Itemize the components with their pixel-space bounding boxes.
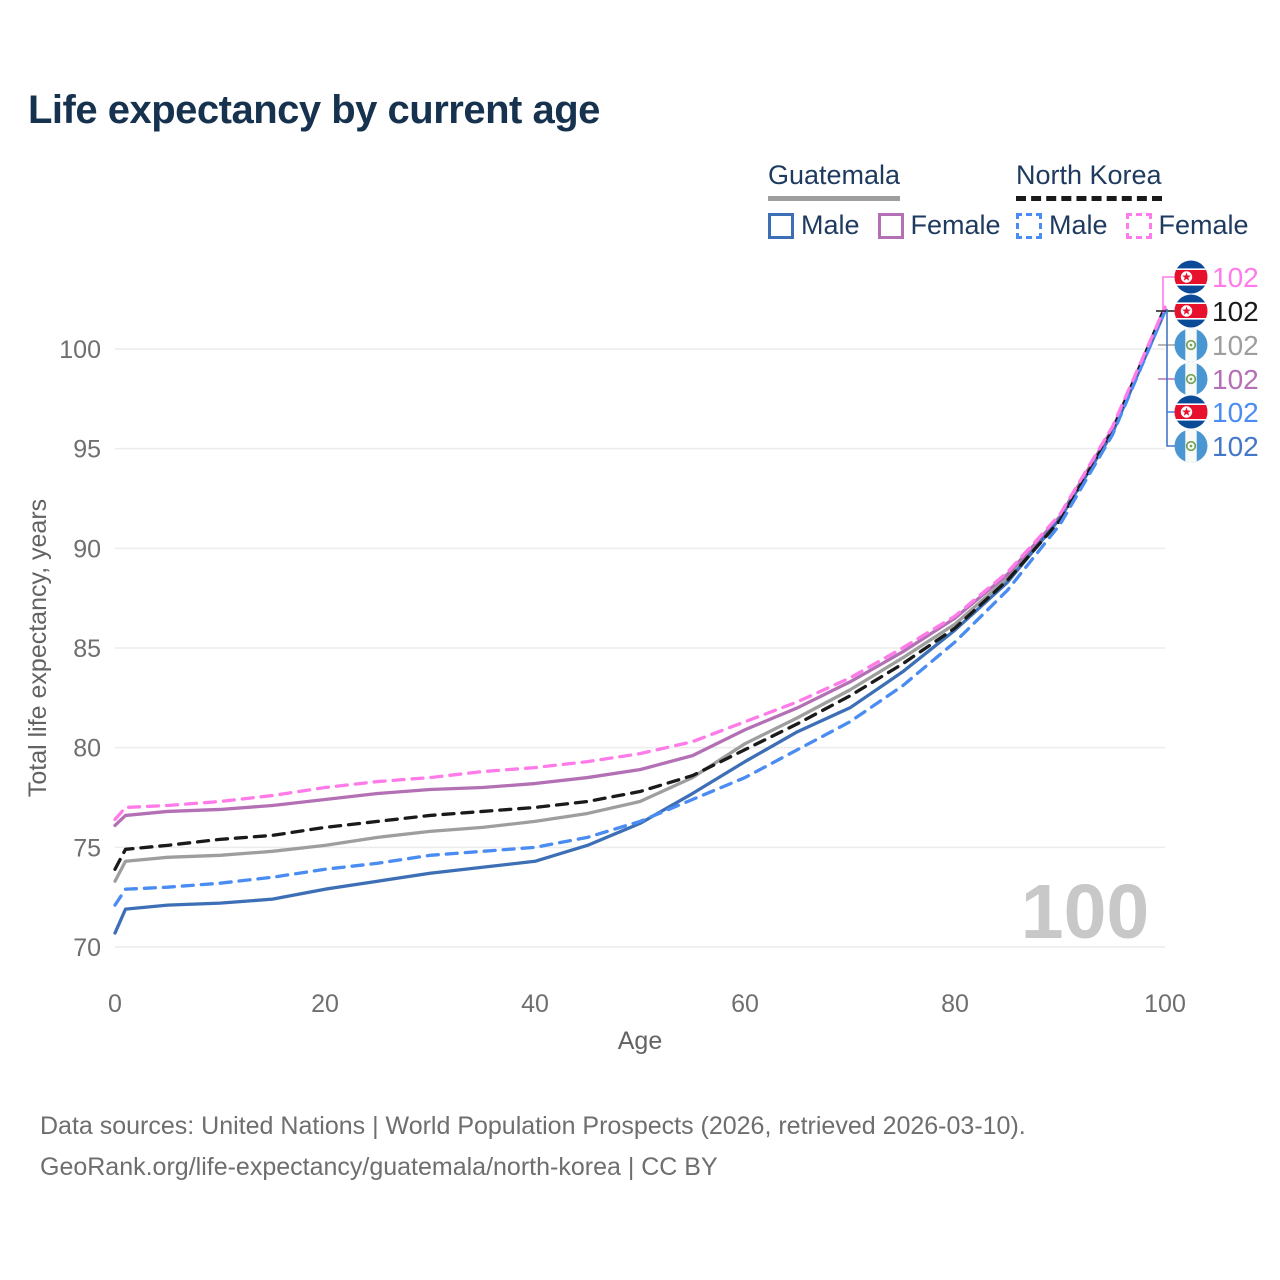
x-tick-label: 80 — [941, 990, 969, 1018]
legend-item-north-korea-male[interactable]: Male — [1016, 210, 1108, 241]
legend-swatch-guatemala-male — [768, 212, 794, 239]
series-line-north-korea-total — [113, 305, 1167, 871]
x-tick-label: 100 — [1144, 990, 1186, 1018]
guatemala-flag-icon — [1174, 429, 1208, 463]
end-label-value: 102 — [1212, 262, 1259, 293]
end-label-connector — [1166, 309, 1176, 447]
legend-swatch-guatemala-female — [877, 212, 904, 239]
legend-items-guatemala: Male Female — [768, 210, 1001, 241]
legend-group-guatemala: Guatemala Male Female — [768, 160, 1001, 241]
y-tick-label: 80 — [73, 735, 101, 763]
series-line-north-korea-male — [113, 309, 1167, 907]
y-axis-title: Total life expectancy, years — [24, 499, 52, 797]
series-line-north-korea-female — [113, 305, 1167, 822]
legend-item-guatemala-male[interactable]: Male — [768, 210, 860, 241]
legend-group-north-korea: North Korea Male Female — [1016, 160, 1249, 241]
age-watermark: 100 — [1021, 869, 1149, 955]
legend-swatch-north-korea-female — [1125, 212, 1152, 239]
end-label-value: 102 — [1212, 330, 1259, 361]
legend-items-north-korea: Male Female — [1016, 210, 1249, 241]
legend-label: Female — [910, 210, 1001, 240]
footer-attribution: GeoRank.org/life-expectancy/guatemala/no… — [40, 1152, 718, 1181]
footer-data-sources: Data sources: United Nations | World Pop… — [40, 1112, 1026, 1140]
y-tick-label: 90 — [73, 535, 101, 563]
series-line-guatemala-total — [113, 307, 1167, 883]
legend-label: Male — [1049, 210, 1108, 240]
y-tick-label: 75 — [73, 834, 101, 862]
legend-country-north-korea[interactable]: North Korea — [1016, 160, 1162, 201]
legend-label: Female — [1158, 210, 1249, 240]
legend-item-north-korea-female[interactable]: Female — [1125, 210, 1249, 241]
y-tick-label: 85 — [73, 635, 101, 663]
series-line-guatemala-male — [113, 309, 1167, 935]
y-tick-label: 100 — [59, 336, 101, 364]
x-tick-label: 40 — [521, 990, 549, 1018]
end-label-connector — [1162, 276, 1176, 309]
end-label-value: 102 — [1212, 364, 1259, 395]
x-tick-label: 0 — [108, 990, 122, 1018]
end-label-value: 102 — [1212, 431, 1259, 462]
north-korea-flag-icon — [1174, 294, 1208, 328]
y-tick-label: 95 — [73, 436, 101, 464]
x-tick-label: 60 — [731, 990, 759, 1018]
guatemala-flag-icon — [1174, 328, 1208, 362]
x-tick-label: 20 — [311, 990, 339, 1018]
page-title: Life expectancy by current age — [28, 88, 600, 132]
north-korea-flag-icon — [1174, 395, 1208, 429]
guatemala-flag-icon — [1174, 362, 1208, 396]
north-korea-flag-icon — [1174, 260, 1208, 294]
end-label-value: 102 — [1212, 397, 1259, 428]
legend-item-guatemala-female[interactable]: Female — [877, 210, 1001, 241]
x-axis-title: Age — [618, 1027, 662, 1055]
legend-country-guatemala[interactable]: Guatemala — [768, 160, 901, 201]
legend-swatch-north-korea-male — [1016, 212, 1042, 239]
legend-label: Male — [801, 210, 860, 240]
footer: Data sources: United Nations | World Pop… — [40, 1106, 1026, 1187]
end-label-value: 102 — [1212, 296, 1259, 327]
y-tick-label: 70 — [73, 934, 101, 962]
